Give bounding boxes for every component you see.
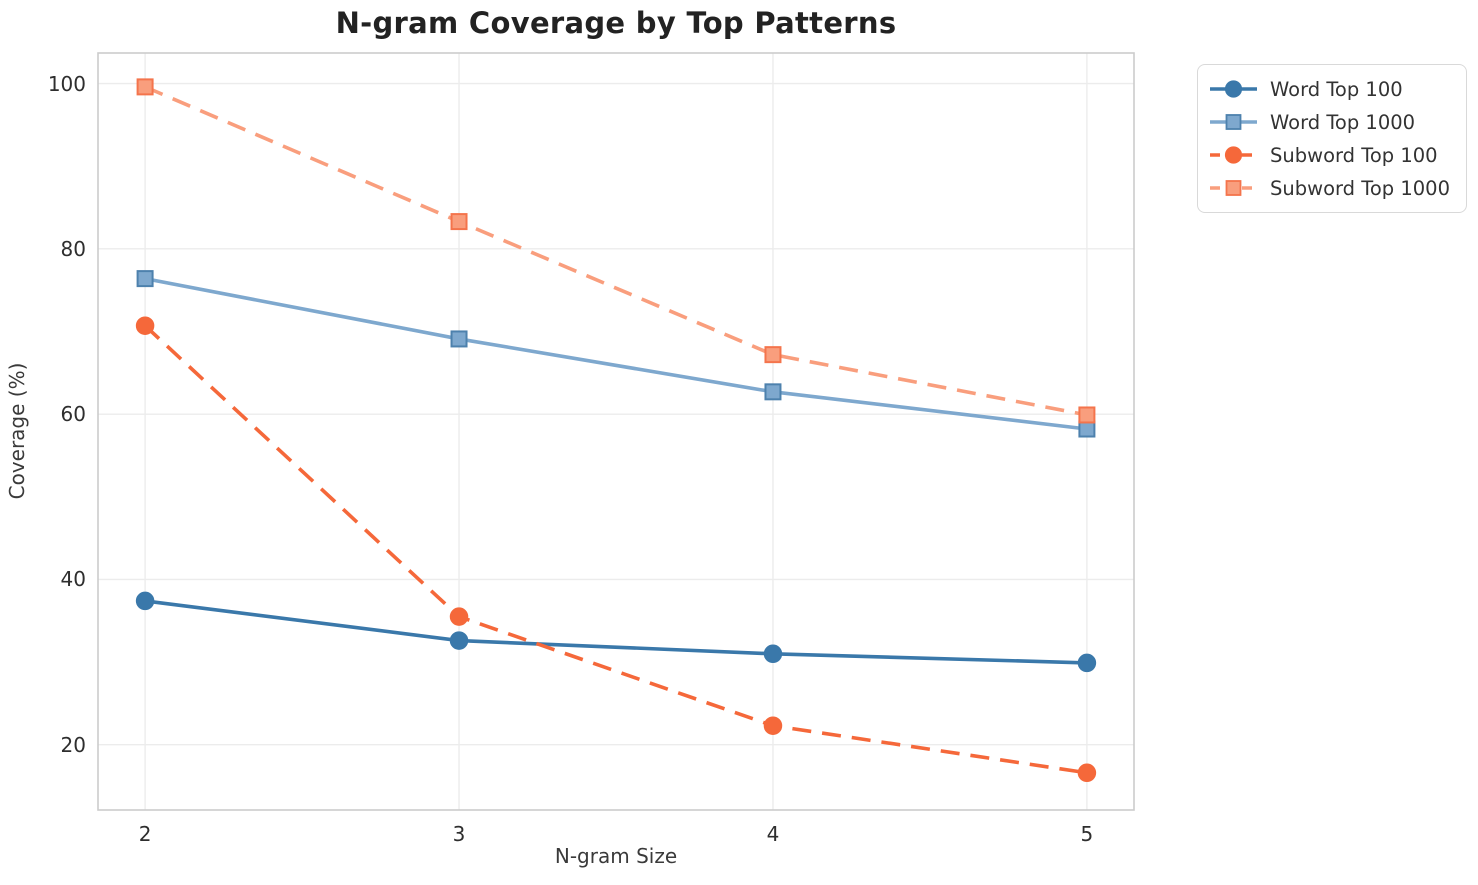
data-point-subword-top-1000: [1078, 406, 1096, 424]
x-tick-label: 5: [1080, 822, 1094, 846]
legend-marker-square: [1225, 180, 1242, 196]
legend-sample-word-top-1000: [1210, 114, 1257, 130]
legend-item-word-top-1000: Word Top 1000: [1210, 107, 1450, 137]
legend-label-word-top-100: Word Top 100: [1270, 77, 1403, 101]
data-point-word-top-1000: [136, 270, 154, 288]
legend: Word Top 100 Word Top 1000 Subword Top 100…: [1197, 64, 1467, 213]
y-tick-label: 40: [60, 567, 86, 592]
y-axis-label: Coverage (%): [5, 362, 29, 500]
legend-label-word-top-1000: Word Top 1000: [1270, 110, 1416, 134]
data-point-word-top-1000: [450, 330, 468, 348]
data-point-subword-top-1000: [136, 78, 154, 96]
data-point-word-top-100: [1077, 653, 1097, 673]
legend-item-subword-top-100: Subword Top 100: [1210, 140, 1450, 170]
data-point-subword-top-100: [763, 716, 783, 735]
legend-sample-subword-top-1000: [1210, 180, 1257, 196]
data-point-subword-top-1000: [764, 346, 782, 364]
legend-label-subword-top-1000: Subword Top 1000: [1270, 176, 1450, 200]
data-point-word-top-100: [763, 644, 783, 664]
data-point-word-top-1000: [764, 383, 782, 401]
legend-marker-circle: [1224, 146, 1243, 164]
x-tick-label: 3: [452, 822, 466, 846]
data-point-word-top-1000: [1078, 420, 1096, 438]
series-line-subword-top-1000: [144, 85, 1088, 417]
legend-item-word-top-100: Word Top 100: [1210, 74, 1450, 104]
series-line-word-top-100: [144, 599, 1087, 665]
legend-sample-subword-top-100: [1210, 146, 1257, 164]
data-point-subword-top-100: [1077, 763, 1097, 783]
data-point-word-top-100: [449, 631, 469, 650]
legend-label-subword-top-100: Subword Top 100: [1270, 143, 1438, 167]
legend-marker-square: [1225, 114, 1242, 130]
legend-sample-word-top-100: [1210, 80, 1257, 98]
plot-frame: [97, 52, 1135, 811]
legend-item-subword-top-1000: Subword Top 1000: [1210, 173, 1450, 203]
series-line-word-top-1000: [144, 276, 1088, 431]
data-point-subword-top-100: [135, 316, 155, 335]
x-tick-label: 4: [766, 822, 780, 846]
y-tick-label: 20: [60, 732, 86, 757]
y-tick-label: 60: [60, 402, 86, 427]
data-point-subword-top-1000: [450, 213, 468, 231]
y-tick-label: 100: [47, 71, 86, 96]
data-point-word-top-100: [135, 591, 155, 611]
y-tick-label: 80: [60, 236, 86, 261]
x-tick-label: 2: [138, 822, 152, 846]
data-point-subword-top-100: [449, 607, 469, 626]
legend-marker-circle: [1224, 80, 1243, 98]
chart-title: N-gram Coverage by Top Patterns: [335, 6, 897, 40]
x-axis-label: N-gram Size: [554, 844, 678, 868]
series-line-subword-top-100: [143, 324, 1088, 775]
